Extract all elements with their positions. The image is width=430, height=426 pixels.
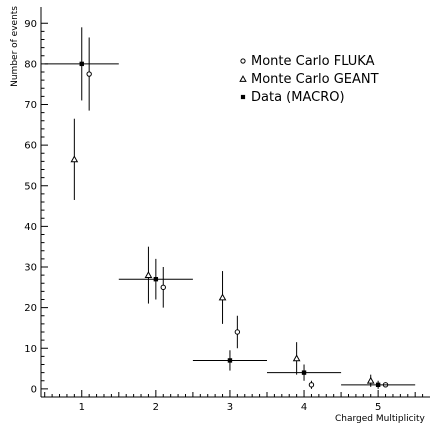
x-tick-label: 1 bbox=[79, 402, 85, 413]
y-tick-label: 0 bbox=[31, 384, 37, 395]
data-marker bbox=[153, 276, 159, 282]
y-tick-label: 60 bbox=[24, 141, 37, 152]
y-tick-label: 70 bbox=[24, 100, 37, 111]
geant-series bbox=[70, 118, 375, 387]
geant-marker bbox=[144, 271, 153, 279]
legend-label-geant: Monte Carlo GEANT bbox=[251, 72, 379, 87]
y-tick-label: 40 bbox=[24, 222, 37, 233]
data-marker bbox=[301, 370, 307, 375]
fluka-marker bbox=[234, 329, 241, 335]
fluka-marker bbox=[308, 382, 315, 388]
fluka-marker bbox=[160, 284, 166, 291]
x-tick-label: 4 bbox=[301, 402, 307, 413]
axes: 0 10 20 30 40 50 60 70 80 90 1 2 3 4 5 bbox=[24, 7, 430, 413]
geant-marker bbox=[292, 354, 301, 362]
y-tick-label: 20 bbox=[24, 303, 37, 314]
x-tick-label: 3 bbox=[227, 402, 233, 413]
fluka-marker bbox=[240, 58, 246, 64]
legend: Monte Carlo FLUKA Monte Carlo GEANT Data (… bbox=[239, 54, 379, 105]
data-series bbox=[44, 27, 416, 389]
y-tick-label: 30 bbox=[24, 263, 37, 274]
data-marker bbox=[240, 94, 246, 100]
y-axis-title: Number of events bbox=[10, 6, 20, 87]
y-tick-label: 90 bbox=[24, 19, 37, 30]
x-axis-title: Charged Multiplicity bbox=[335, 414, 426, 424]
x-tick-label: 2 bbox=[153, 402, 159, 413]
data-marker bbox=[227, 358, 233, 363]
chart-marks bbox=[44, 27, 416, 389]
geant-marker bbox=[70, 155, 79, 163]
y-tick-label: 80 bbox=[24, 59, 37, 70]
legend-label-data: Data (MACRO) bbox=[251, 90, 345, 105]
geant-marker bbox=[239, 75, 247, 82]
y-tick-label: 50 bbox=[24, 181, 37, 192]
x-tick-label: 5 bbox=[375, 402, 381, 413]
geant-marker bbox=[218, 293, 227, 301]
fluka-marker bbox=[86, 71, 92, 77]
y-tick-label: 10 bbox=[24, 344, 37, 355]
fluka-series bbox=[86, 37, 389, 389]
data-marker bbox=[79, 61, 84, 67]
data-marker bbox=[375, 382, 381, 388]
geant-marker bbox=[366, 376, 375, 384]
legend-label-fluka: Monte Carlo FLUKA bbox=[251, 54, 375, 69]
